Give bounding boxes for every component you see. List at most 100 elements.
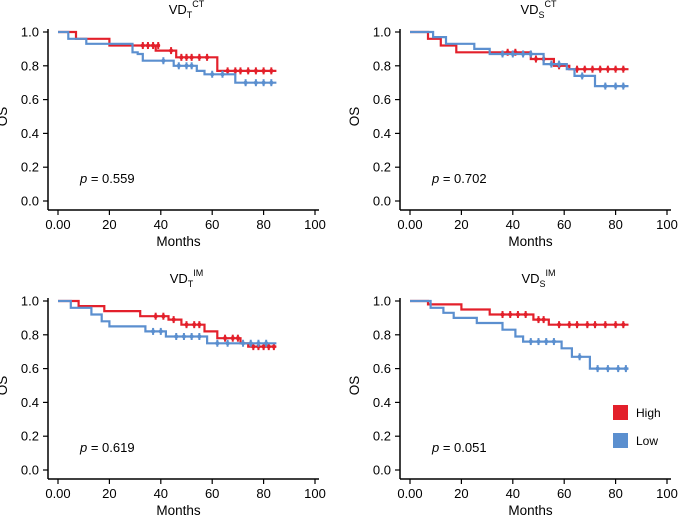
legend-swatch-high <box>613 405 628 420</box>
y-tick-label: 0.2 <box>21 429 39 444</box>
censor-dot-high <box>230 336 235 341</box>
censor-dot-high <box>598 67 603 72</box>
censor-dot-low <box>510 51 515 56</box>
p-value: p = 0.051 <box>431 440 487 455</box>
censor-dot-high <box>582 67 587 72</box>
censor-dot-low <box>551 339 556 344</box>
censor-dot-high <box>621 322 626 327</box>
x-tick-label: 0.00 <box>45 486 70 501</box>
p-value-text: = 0.702 <box>443 171 487 186</box>
x-tick-label: 60 <box>205 486 219 501</box>
censor-dot-low <box>197 334 202 339</box>
x-tick-label: 40 <box>154 486 168 501</box>
censor-dot-low <box>174 334 179 339</box>
x-tick-label: 0.00 <box>397 217 422 232</box>
title-main: VD <box>169 2 187 17</box>
censor-dot-low <box>181 334 186 339</box>
legend-swatch-low <box>613 433 628 448</box>
x-tick-label: 20 <box>454 217 468 232</box>
censor-dot-high <box>184 55 189 60</box>
p-value: p = 0.559 <box>79 171 135 186</box>
panel-title: VDTIM <box>170 268 204 289</box>
title-subscript: S <box>540 279 546 289</box>
panel-title: VDSCT <box>520 0 557 20</box>
y-tick-label: 0.6 <box>21 361 39 376</box>
title-superscript: CT <box>192 0 204 9</box>
km-panel-2: VDSCT 0.0 0.2 0.4 0.6 0.8 1.0 0.00 20 40 60 80 100 Mo… <box>347 0 678 249</box>
censor-dot-low <box>580 73 585 78</box>
survival-curve-low <box>58 30 277 84</box>
censor-dot-high <box>161 314 166 319</box>
censor-dot-low <box>176 63 181 68</box>
y-axis-label: OS <box>347 107 362 127</box>
x-tick-label: 60 <box>557 486 571 501</box>
censor-dot-high <box>557 322 562 327</box>
censor-dot-high <box>238 68 243 73</box>
x-tick-label: 60 <box>557 217 571 232</box>
title-main: VD <box>520 2 538 17</box>
survival-curve-low <box>410 299 629 370</box>
x-tick-label: 20 <box>102 217 116 232</box>
title-superscript: IM <box>546 268 556 278</box>
y-tick-label: 0.8 <box>21 58 39 73</box>
censor-dot-low <box>528 339 533 344</box>
y-tick-label: 0.2 <box>373 429 391 444</box>
censor-dot-high <box>223 336 228 341</box>
censor-dot-high <box>179 55 184 60</box>
x-axis-label: Months <box>508 503 553 517</box>
y-tick-label: 0.0 <box>21 194 39 209</box>
x-tick-label: 100 <box>304 217 326 232</box>
legend-label-low: Low <box>636 434 658 448</box>
censor-dot-low <box>623 366 628 371</box>
censor-dot-high <box>523 312 528 317</box>
y-tick-label: 0.2 <box>373 160 391 175</box>
censor-dot-low <box>220 72 225 77</box>
censor-dot-high <box>269 68 274 73</box>
p-value-text: = 0.559 <box>91 171 135 186</box>
censor-dot-high <box>251 344 256 349</box>
censor-dot-high <box>246 68 251 73</box>
censor-dot-low <box>161 58 166 63</box>
y-tick-label: 1.0 <box>21 294 39 309</box>
censor-dot-low <box>557 62 562 67</box>
censor-dot-low <box>261 80 266 85</box>
y-tick-label: 0.6 <box>373 92 391 107</box>
censor-dot-low <box>225 341 230 346</box>
x-tick-label: 80 <box>256 217 270 232</box>
y-tick-label: 0.4 <box>373 126 391 141</box>
censor-dot-high <box>140 43 145 48</box>
x-tick-label: 20 <box>102 486 116 501</box>
censor-dot-low <box>241 341 246 346</box>
y-axis-label: OS <box>347 376 362 396</box>
censor-dot-high <box>235 336 240 341</box>
censor-dot-high <box>575 67 580 72</box>
x-tick-label: 100 <box>304 486 326 501</box>
y-tick-label: 0.6 <box>21 92 39 107</box>
censor-dot-low <box>500 51 505 56</box>
censor-dot-high <box>575 322 580 327</box>
censor-dot-high <box>184 322 189 327</box>
censor-dot-low <box>613 84 618 89</box>
censor-dot-high <box>590 67 595 72</box>
censor-dot-high <box>197 322 202 327</box>
panel-title: VDSIM <box>521 268 555 289</box>
p-value: p = 0.702 <box>431 171 487 186</box>
p-value-symbol: p <box>79 440 91 455</box>
y-tick-label: 1.0 <box>373 25 391 40</box>
censor-dot-high <box>605 67 610 72</box>
y-tick-label: 0.4 <box>21 395 39 410</box>
censor-dot-low <box>215 341 220 346</box>
y-tick-label: 0.8 <box>373 58 391 73</box>
km-panel-1: VDTCT 0.0 0.2 0.4 0.6 0.8 1.0 0.00 20 40 60 80 100 Mo… <box>0 0 326 249</box>
x-axis-label: Months <box>508 234 553 249</box>
censor-dot-high <box>613 322 618 327</box>
x-tick-label: 80 <box>608 486 622 501</box>
p-value-text: = 0.051 <box>443 440 487 455</box>
y-tick-label: 0.8 <box>373 327 391 342</box>
p-value-text: = 0.619 <box>91 440 135 455</box>
panel-title: VDTCT <box>169 0 205 20</box>
censor-dot-low <box>264 341 269 346</box>
legend-label-high: High <box>636 406 661 420</box>
y-tick-label: 0.0 <box>373 194 391 209</box>
